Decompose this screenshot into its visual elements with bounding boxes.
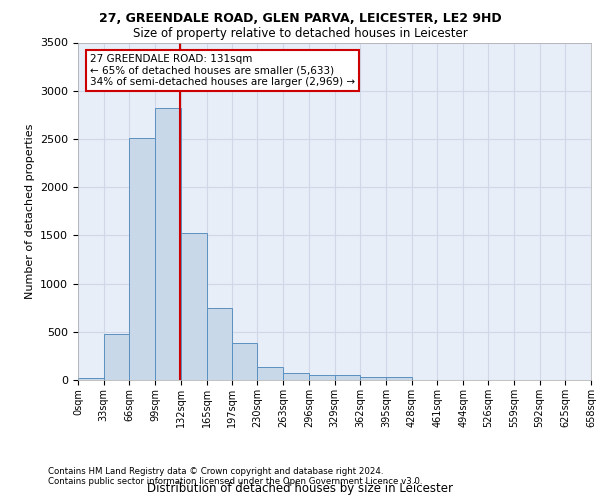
Text: Contains HM Land Registry data © Crown copyright and database right 2024.: Contains HM Land Registry data © Crown c… — [48, 467, 383, 476]
Bar — [181, 234, 206, 380]
Bar — [309, 374, 335, 380]
Bar — [206, 308, 232, 380]
Bar — [386, 377, 412, 380]
Bar — [130, 138, 155, 380]
Bar — [283, 373, 309, 380]
Text: Contains public sector information licensed under the Open Government Licence v3: Contains public sector information licen… — [48, 477, 422, 486]
Bar — [104, 334, 130, 380]
Bar — [360, 377, 386, 380]
Bar — [155, 108, 181, 380]
Bar — [257, 366, 283, 380]
Text: 27 GREENDALE ROAD: 131sqm
← 65% of detached houses are smaller (5,633)
34% of se: 27 GREENDALE ROAD: 131sqm ← 65% of detac… — [89, 54, 355, 88]
Text: 27, GREENDALE ROAD, GLEN PARVA, LEICESTER, LE2 9HD: 27, GREENDALE ROAD, GLEN PARVA, LEICESTE… — [98, 12, 502, 26]
Text: Size of property relative to detached houses in Leicester: Size of property relative to detached ho… — [133, 28, 467, 40]
Bar — [78, 378, 104, 380]
Bar — [232, 344, 257, 380]
Text: Distribution of detached houses by size in Leicester: Distribution of detached houses by size … — [147, 482, 453, 495]
Bar — [335, 374, 360, 380]
Y-axis label: Number of detached properties: Number of detached properties — [25, 124, 35, 299]
